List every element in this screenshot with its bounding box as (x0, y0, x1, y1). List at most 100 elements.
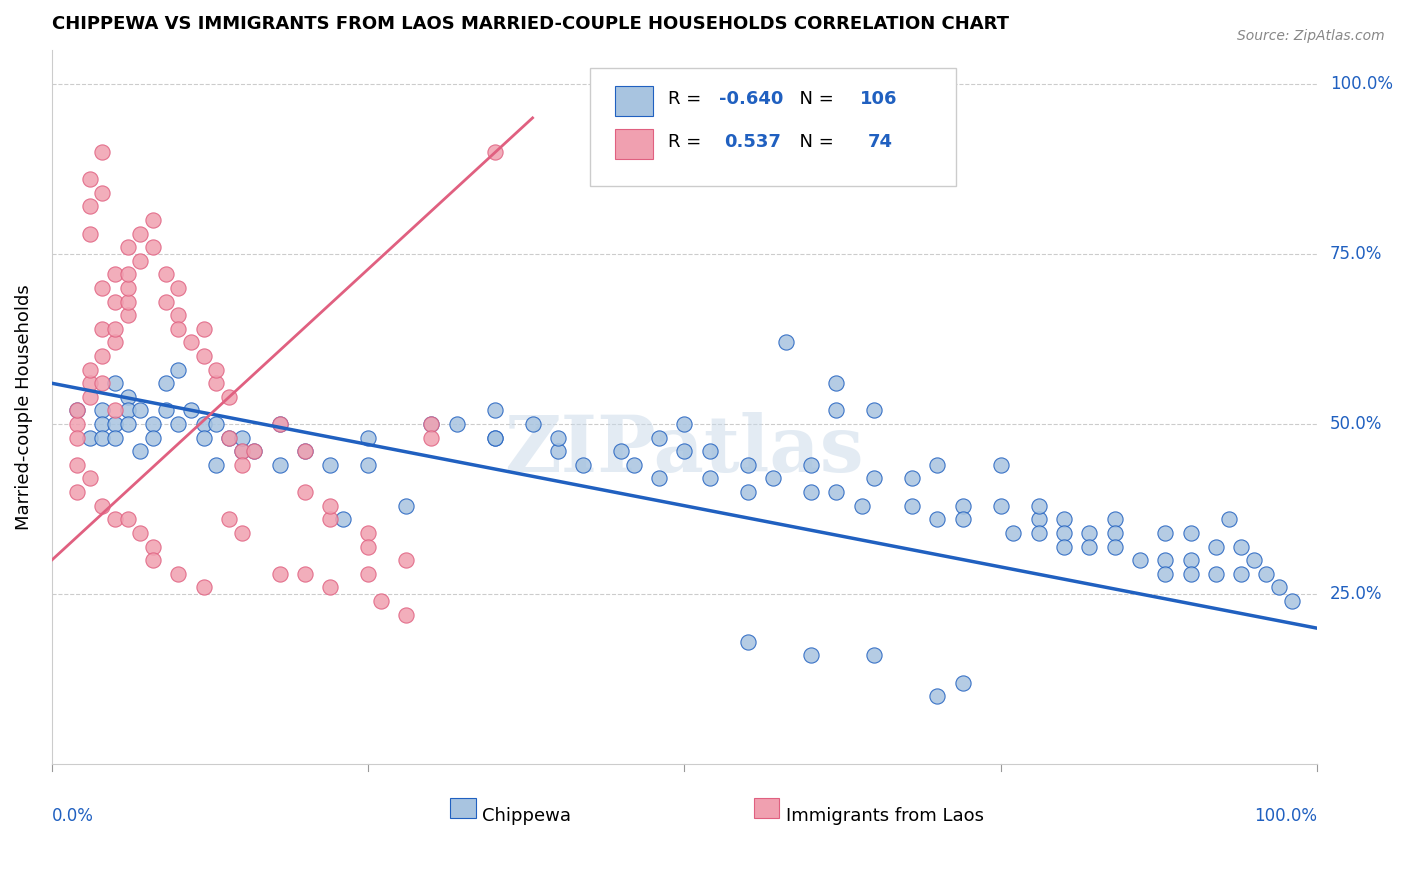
Point (104, 268, 127, 282)
Point (927, 512, 949, 526)
Text: Immigrants from Laos: Immigrants from Laos (786, 807, 984, 825)
Point (901, 499, 924, 513)
Point (863, 403, 886, 417)
Point (1205, 540, 1227, 554)
Point (79, 471, 101, 485)
Point (117, 240, 139, 254)
Point (927, 690, 949, 704)
Point (167, 322, 190, 336)
Point (91, 431, 114, 445)
Point (825, 485, 848, 500)
Point (990, 458, 1012, 472)
Point (737, 635, 759, 649)
Point (155, 403, 177, 417)
Point (648, 431, 671, 445)
Point (420, 417, 443, 431)
Point (623, 458, 645, 472)
Point (1078, 525, 1101, 540)
Point (91, 186, 114, 200)
Point (319, 512, 342, 526)
Text: N =: N = (789, 133, 845, 151)
Point (851, 499, 873, 513)
Text: R =: R = (668, 133, 713, 151)
Point (1053, 540, 1076, 554)
Point (1218, 512, 1240, 526)
Point (91, 403, 114, 417)
Point (129, 525, 152, 540)
Point (142, 213, 165, 227)
Point (193, 580, 215, 594)
Point (104, 294, 127, 309)
Point (117, 294, 139, 309)
Bar (614, 129, 652, 159)
Text: Chippewa: Chippewa (482, 807, 571, 825)
Point (205, 417, 228, 431)
Point (1243, 553, 1265, 567)
Point (800, 458, 823, 472)
Point (269, 417, 291, 431)
FancyBboxPatch shape (589, 68, 956, 186)
Point (117, 308, 139, 322)
Point (1104, 525, 1126, 540)
Text: 0.537: 0.537 (724, 133, 780, 151)
Point (155, 294, 177, 309)
Point (357, 525, 380, 540)
Point (1028, 525, 1050, 540)
Point (142, 553, 165, 567)
Point (357, 431, 380, 445)
Point (699, 471, 721, 485)
Point (1268, 580, 1291, 594)
Point (395, 607, 418, 622)
Point (484, 431, 506, 445)
Point (79, 431, 101, 445)
Point (91, 349, 114, 363)
Point (648, 471, 671, 485)
Point (66, 485, 89, 500)
Point (484, 403, 506, 417)
Point (319, 580, 342, 594)
Point (91, 145, 114, 159)
Point (484, 145, 506, 159)
Point (952, 675, 974, 690)
Point (1028, 499, 1050, 513)
Point (91, 376, 114, 391)
Point (129, 444, 152, 458)
Point (1078, 540, 1101, 554)
Point (167, 417, 190, 431)
Point (231, 458, 253, 472)
Point (1154, 553, 1177, 567)
Point (1104, 540, 1126, 554)
Point (1104, 512, 1126, 526)
Point (205, 458, 228, 472)
Point (218, 390, 240, 404)
Y-axis label: Married-couple Households: Married-couple Households (15, 285, 32, 530)
Point (66, 403, 89, 417)
Point (825, 376, 848, 391)
Text: 74: 74 (868, 133, 893, 151)
Point (420, 417, 443, 431)
Point (863, 648, 886, 663)
Point (104, 335, 127, 350)
Point (117, 281, 139, 295)
Text: CHIPPEWA VS IMMIGRANTS FROM LAOS MARRIED-COUPLE HOUSEHOLDS CORRELATION CHART: CHIPPEWA VS IMMIGRANTS FROM LAOS MARRIED… (52, 15, 1008, 33)
Point (370, 594, 392, 608)
Point (218, 431, 240, 445)
Point (142, 240, 165, 254)
Point (155, 376, 177, 391)
Point (1180, 553, 1202, 567)
Text: 0.0%: 0.0% (52, 807, 94, 825)
Point (294, 485, 316, 500)
Point (1205, 566, 1227, 581)
Text: N =: N = (789, 90, 839, 108)
Point (218, 512, 240, 526)
Point (357, 566, 380, 581)
Point (79, 199, 101, 213)
Text: 25.0%: 25.0% (1330, 585, 1382, 603)
Point (1002, 525, 1025, 540)
Point (737, 485, 759, 500)
Point (332, 512, 354, 526)
Point (1180, 525, 1202, 540)
Point (193, 349, 215, 363)
Point (167, 281, 190, 295)
Point (825, 403, 848, 417)
